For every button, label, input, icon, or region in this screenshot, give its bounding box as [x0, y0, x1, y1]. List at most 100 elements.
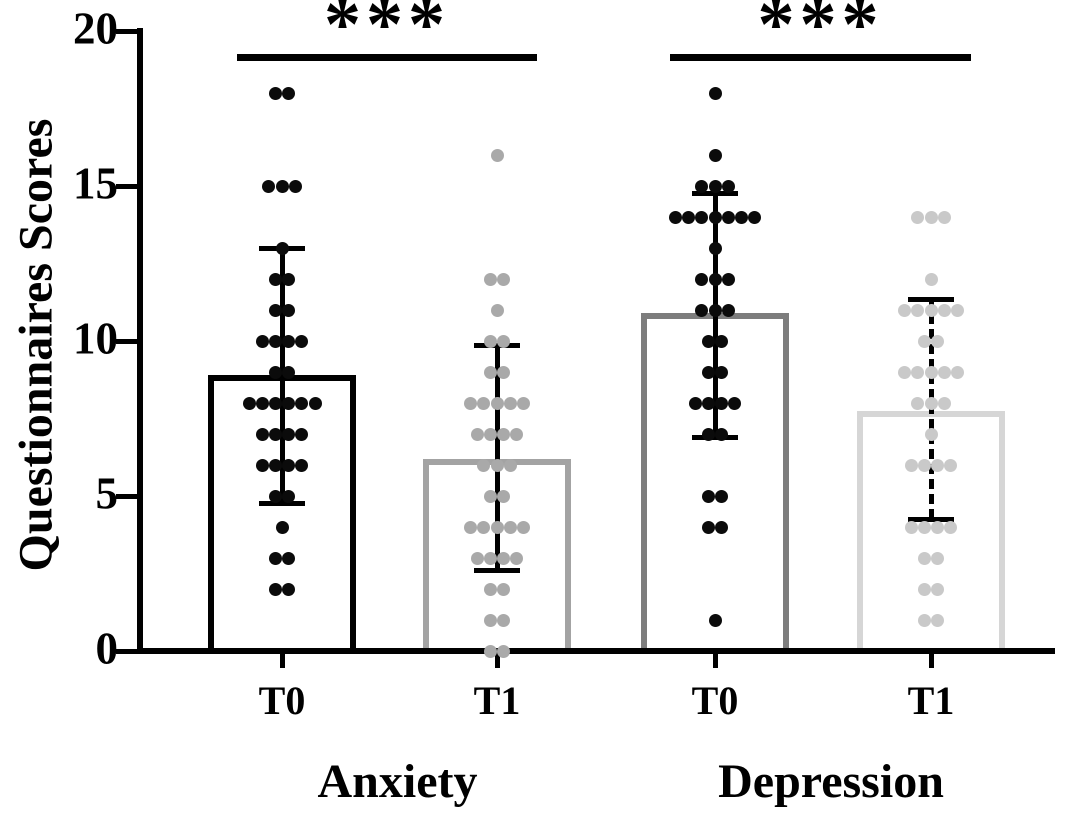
- data-point: [490, 148, 504, 162]
- data-point: [701, 396, 715, 410]
- data-point: [931, 520, 945, 534]
- x-tick-label-depression-t1: T1: [907, 678, 955, 723]
- data-point: [483, 365, 497, 379]
- data-point: [282, 272, 296, 286]
- data-point: [268, 86, 282, 100]
- data-point: [288, 179, 302, 193]
- data-point: [268, 427, 282, 441]
- data-point: [721, 179, 735, 193]
- data-point: [701, 365, 715, 379]
- data-point: [924, 210, 938, 224]
- data-point: [701, 520, 715, 534]
- group-label-anxiety: Anxiety: [317, 755, 478, 808]
- x-axis-line: [137, 648, 1055, 654]
- data-point: [950, 303, 964, 317]
- y-tick-label-5: 5: [95, 468, 119, 519]
- data-point: [497, 272, 511, 286]
- data-point: [503, 520, 517, 534]
- data-point: [470, 551, 484, 565]
- x-tick-1: [494, 654, 500, 668]
- data-point: [695, 272, 709, 286]
- data-point: [497, 644, 511, 658]
- data-point: [497, 334, 511, 348]
- data-point: [268, 303, 282, 317]
- data-point: [516, 520, 530, 534]
- data-point: [483, 334, 497, 348]
- data-point: [483, 272, 497, 286]
- data-point: [931, 582, 945, 596]
- y-tick-5: [116, 493, 137, 499]
- data-point: [282, 334, 296, 348]
- data-point: [268, 551, 282, 565]
- data-point: [898, 365, 912, 379]
- x-tick-label-anxiety-t1: T1: [473, 678, 521, 723]
- data-point: [944, 520, 958, 534]
- data-point: [255, 396, 269, 410]
- data-point: [708, 179, 722, 193]
- data-point: [497, 427, 511, 441]
- data-point: [734, 210, 748, 224]
- data-point: [924, 272, 938, 286]
- x-tick-2: [712, 654, 718, 668]
- data-point: [917, 613, 931, 627]
- data-point: [924, 427, 938, 441]
- error-bar-cap-bottom-1: [474, 567, 520, 573]
- data-point: [268, 582, 282, 596]
- significance-bracket-1: [670, 54, 971, 61]
- data-point: [708, 272, 722, 286]
- data-point: [695, 210, 709, 224]
- data-point: [490, 396, 504, 410]
- data-point: [470, 427, 484, 441]
- data-point: [701, 334, 715, 348]
- data-point: [268, 365, 282, 379]
- data-point: [695, 303, 709, 317]
- data-point: [275, 179, 289, 193]
- error-bar-line-1: [494, 345, 500, 571]
- data-point: [464, 396, 478, 410]
- data-point: [282, 551, 296, 565]
- data-point: [695, 179, 709, 193]
- data-point: [708, 613, 722, 627]
- error-bar-cap-top-2: [692, 191, 738, 197]
- data-point: [708, 210, 722, 224]
- data-point: [708, 303, 722, 317]
- data-point: [931, 334, 945, 348]
- data-point: [477, 396, 491, 410]
- data-point: [295, 334, 309, 348]
- data-point: [268, 272, 282, 286]
- data-point: [483, 613, 497, 627]
- data-point: [917, 551, 931, 565]
- data-point: [282, 489, 296, 503]
- data-point: [483, 551, 497, 565]
- y-tick-10: [116, 338, 137, 344]
- y-tick-20: [116, 28, 137, 34]
- data-point: [275, 241, 289, 255]
- data-point: [282, 396, 296, 410]
- data-point: [904, 458, 918, 472]
- data-point: [944, 458, 958, 472]
- data-point: [295, 427, 309, 441]
- data-point: [503, 396, 517, 410]
- data-point: [295, 458, 309, 472]
- error-bar-cap-bottom-3: [908, 516, 954, 522]
- x-tick-3: [928, 654, 934, 668]
- data-point: [937, 303, 951, 317]
- data-point: [898, 303, 912, 317]
- data-point: [931, 458, 945, 472]
- y-tick-label-0: 0: [95, 623, 119, 674]
- data-point: [937, 365, 951, 379]
- data-point: [715, 489, 729, 503]
- data-point: [917, 458, 931, 472]
- data-point: [510, 551, 524, 565]
- data-point: [282, 365, 296, 379]
- data-point: [701, 489, 715, 503]
- data-point: [950, 365, 964, 379]
- data-point: [668, 210, 682, 224]
- data-point: [483, 582, 497, 596]
- data-point: [282, 427, 296, 441]
- data-point: [490, 303, 504, 317]
- data-point: [477, 520, 491, 534]
- data-point: [937, 210, 951, 224]
- significance-stars-1: ***: [757, 0, 884, 66]
- error-bar-cap-top-1: [474, 343, 520, 349]
